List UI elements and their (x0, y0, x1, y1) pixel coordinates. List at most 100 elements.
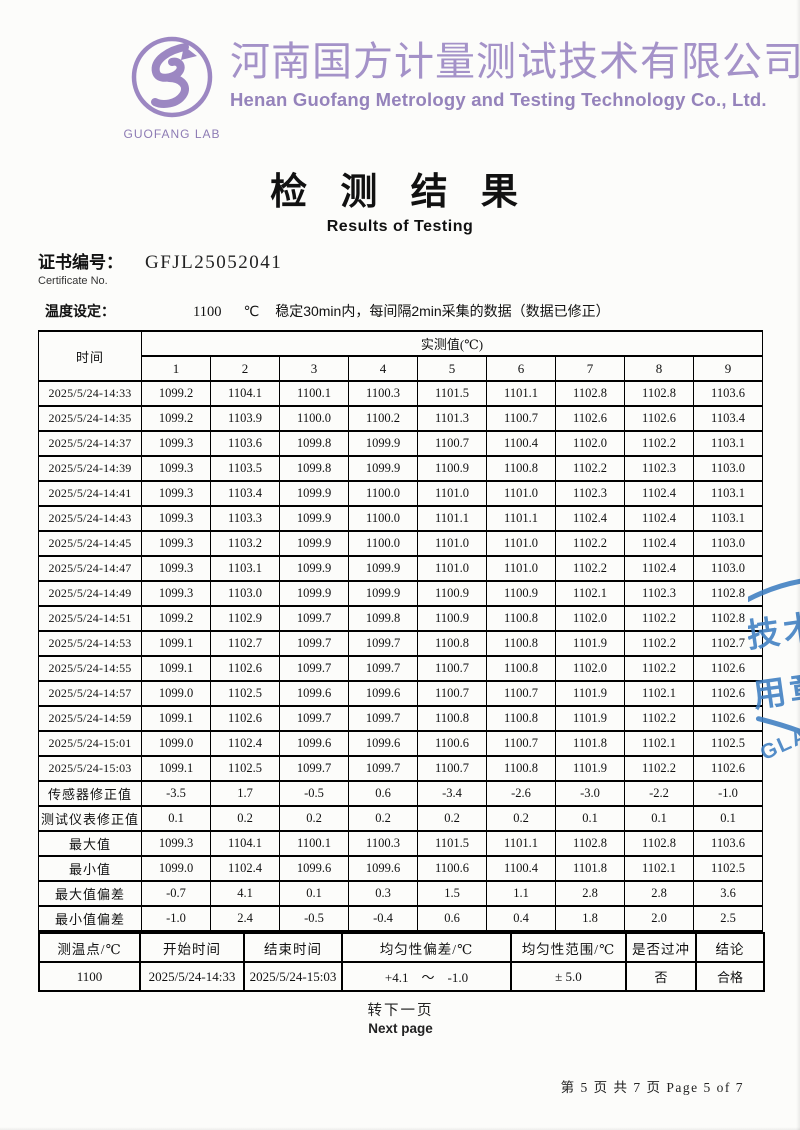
summary-value-cell: 0.1 (555, 805, 625, 832)
summary-value-cell: 1102.5 (693, 855, 763, 882)
value-cell: 1100.7 (417, 755, 487, 782)
time-cell: 2025/5/24-14:53 (38, 630, 142, 657)
summary-value-cell: -2.6 (486, 780, 556, 807)
value-cell: 1100.7 (486, 730, 556, 757)
value-cell: 1103.1 (693, 480, 763, 507)
value-cell: 1100.0 (279, 405, 349, 432)
certificate-label-cn: 证书编号： (38, 253, 123, 272)
value-cell: 1099.3 (141, 530, 211, 557)
summary-value-cell: 1101.8 (555, 855, 625, 882)
result-value-cell: 合格 (695, 961, 765, 992)
value-cell: 1102.2 (555, 455, 625, 482)
value-cell: 1100.8 (486, 630, 556, 657)
next-page-note: 转下一页 Next page (38, 999, 763, 1036)
page-number-footer: 第 5 页 共 7 页 Page 5 of 7 (560, 1080, 744, 1095)
result-header-cell: 均匀性范围/℃ (510, 932, 627, 963)
value-cell: 1102.7 (210, 630, 280, 657)
time-cell: 2025/5/24-14:33 (38, 380, 142, 407)
summary-label-cell: 传感器修正值 (38, 780, 142, 807)
value-cell: 1102.4 (555, 505, 625, 532)
summary-value-cell: 0.2 (417, 805, 487, 832)
measurement-row: 2025/5/24-14:57 1099.0 1102.5 1099.6 1099.6 1… (38, 680, 763, 707)
value-cell: 1100.8 (486, 705, 556, 732)
value-cell: 1100.8 (486, 605, 556, 632)
value-cell: 1102.5 (693, 730, 763, 757)
temperature-setting-line: 温度设定： 1100 ℃ 稳定30min内，每间隔2min采集的数据（数据已修正… (45, 301, 800, 321)
value-cell: 1099.3 (141, 580, 211, 607)
value-cell: 1103.9 (210, 405, 280, 432)
value-cell: 1102.2 (624, 605, 694, 632)
value-cell: 1102.2 (624, 630, 694, 657)
value-cell: 1103.1 (693, 505, 763, 532)
summary-value-cell: 1099.0 (141, 855, 211, 882)
value-cell: 1101.0 (417, 480, 487, 507)
setting-note: 稳定30min内，每间隔2min采集的数据（数据已修正） (275, 303, 610, 319)
value-cell: 1103.0 (693, 555, 763, 582)
next-page-cn: 转下一页 (367, 1003, 434, 1019)
technical-seal-stamp-icon: 技术 用章 GLAN (748, 575, 800, 765)
time-cell: 2025/5/24-14:37 (38, 430, 142, 457)
value-cell: 1099.6 (279, 680, 349, 707)
value-cell: 1099.3 (141, 455, 211, 482)
value-cell: 1103.4 (210, 480, 280, 507)
value-cell: 1102.0 (555, 655, 625, 682)
value-cell: 1102.3 (624, 580, 694, 607)
time-cell: 2025/5/24-14:41 (38, 480, 142, 507)
value-cell: 1099.1 (141, 655, 211, 682)
summary-value-cell: 0.1 (141, 805, 211, 832)
value-cell: 1101.0 (486, 555, 556, 582)
summary-value-cell: 0.1 (279, 880, 349, 907)
time-cell: 2025/5/24-15:03 (38, 755, 142, 782)
value-cell: 1102.1 (624, 730, 694, 757)
value-cell: 1100.1 (279, 380, 349, 407)
value-cell: 1102.6 (693, 655, 763, 682)
value-cell: 1099.3 (141, 505, 211, 532)
value-cell: 1099.7 (279, 705, 349, 732)
measurement-row: 2025/5/24-14:35 1099.2 1103.9 1100.0 1100.2 1… (38, 405, 763, 432)
measurement-row: 2025/5/24-14:47 1099.3 1103.1 1099.9 1099.9 1… (38, 555, 763, 582)
result-header-cell: 结束时间 (243, 932, 343, 963)
summary-value-cell: 1.5 (417, 880, 487, 907)
value-cell: 1099.7 (279, 655, 349, 682)
value-cell: 1103.6 (210, 430, 280, 457)
value-cell: 1099.6 (279, 730, 349, 757)
channel-header-cell: 9 (693, 355, 763, 382)
summary-label-cell: 最大值 (38, 830, 142, 857)
value-cell: 1102.5 (210, 680, 280, 707)
value-cell: 1099.3 (141, 480, 211, 507)
value-cell: 1102.3 (555, 480, 625, 507)
value-cell: 1100.0 (348, 480, 418, 507)
measurement-row: 2025/5/24-14:51 1099.2 1102.9 1099.7 1099.8 1… (38, 605, 763, 632)
value-cell: 1099.7 (348, 705, 418, 732)
result-value-cell: 2025/5/24-14:33 (139, 961, 245, 992)
value-cell: 1102.1 (624, 680, 694, 707)
value-cell: 1101.1 (417, 505, 487, 532)
summary-value-cell: -0.4 (348, 905, 418, 932)
value-cell: 1102.4 (624, 530, 694, 557)
value-cell: 1100.9 (417, 455, 487, 482)
title-cn: 检 测 结 果 (270, 172, 530, 213)
value-cell: 1103.0 (693, 455, 763, 482)
value-cell: 1102.4 (624, 505, 694, 532)
value-cell: 1101.0 (417, 555, 487, 582)
value-cell: 1099.7 (279, 605, 349, 632)
measurement-row: 2025/5/24-14:37 1099.3 1103.6 1099.8 1099.9 1… (38, 430, 763, 457)
summary-value-cell: -3.0 (555, 780, 625, 807)
guofang-logo-icon (129, 36, 215, 124)
value-cell: 1103.0 (210, 580, 280, 607)
value-cell: 1099.0 (141, 680, 211, 707)
value-cell: 1102.6 (693, 680, 763, 707)
summary-value-cell: 1101.1 (486, 830, 556, 857)
value-cell: 1099.2 (141, 380, 211, 407)
summary-value-cell: 1100.6 (417, 855, 487, 882)
value-cell: 1100.8 (417, 630, 487, 657)
summary-row: 传感器修正值 -3.5 1.7 -0.5 0.6 -3.4 -2.6 -3.0 -2.2 -1.0 (38, 780, 763, 807)
summary-value-cell: -0.5 (279, 905, 349, 932)
summary-row: 最大值 1099.3 1104.1 1100.1 1100.3 1101.5 1101.1 1… (38, 830, 763, 857)
value-cell: 1099.2 (141, 605, 211, 632)
value-cell: 1101.0 (486, 530, 556, 557)
summary-value-cell: 2.4 (210, 905, 280, 932)
value-cell: 1100.7 (417, 430, 487, 457)
value-cell: 1101.8 (555, 730, 625, 757)
